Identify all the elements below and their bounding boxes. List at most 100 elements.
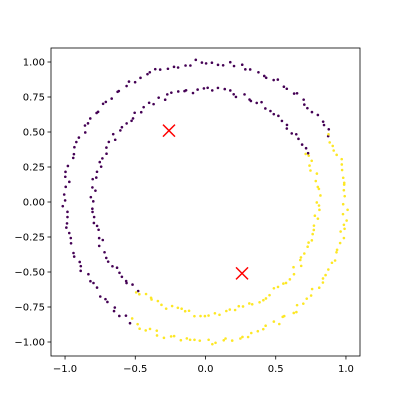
scatter-point (125, 281, 128, 285)
scatter-point (327, 132, 330, 136)
scatter-point (133, 80, 137, 84)
scatter-point (316, 217, 320, 220)
scatter-point (309, 169, 312, 172)
y-tick-label: 0.75 (23, 93, 45, 104)
scatter-point (341, 202, 345, 206)
scatter-point (229, 89, 232, 92)
scatter-point (206, 86, 209, 90)
scatter-point (290, 132, 294, 135)
scatter-point (68, 180, 71, 184)
scatter-point (91, 207, 94, 210)
scatter-point (148, 327, 152, 331)
scatter-point (131, 117, 135, 120)
scatter-point (237, 304, 241, 308)
scatter-point (142, 105, 145, 109)
scatter-point (120, 275, 124, 279)
scatter-point (346, 208, 349, 212)
scatter-point (216, 63, 220, 67)
scatter-point (310, 287, 314, 291)
scatter-point (306, 245, 309, 248)
scatter-point (124, 314, 128, 317)
scatter-point (299, 256, 303, 259)
scatter-point (213, 311, 217, 315)
scatter-point (285, 87, 289, 91)
x-tick-label: −0.5 (123, 364, 147, 375)
scatter-point (104, 100, 108, 104)
scatter-point (317, 204, 321, 207)
scatter-point (211, 342, 214, 346)
scatter-point (264, 107, 267, 110)
scatter-point (335, 248, 339, 252)
scatter-point (158, 68, 162, 71)
scatter-point (239, 337, 242, 340)
scatter-point (180, 307, 183, 311)
scatter-point (317, 286, 321, 290)
scatter-point (282, 282, 285, 285)
scatter-point (170, 91, 173, 94)
x-tick-label: 0.5 (268, 364, 284, 375)
scatter-point (298, 258, 302, 262)
scatter-point (69, 242, 73, 245)
scatter-point (67, 231, 71, 235)
scatter-point (198, 339, 202, 342)
scatter-point (148, 70, 152, 74)
scatter-point (315, 172, 319, 175)
scatter-point (328, 141, 331, 144)
y-tick-label: −0.50 (14, 268, 45, 279)
y-tick-label: 0.25 (23, 163, 45, 174)
scatter-point (223, 87, 227, 91)
scatter-point (207, 338, 210, 342)
scatter-point (118, 271, 121, 275)
scatter-point (157, 96, 160, 99)
scatter-point (207, 314, 210, 317)
scatter-point (119, 129, 122, 132)
scatter-point (246, 335, 250, 339)
scatter-point (313, 214, 317, 217)
scatter-point (176, 90, 180, 93)
scatter-point (280, 119, 284, 123)
scatter-point (144, 329, 147, 332)
y-tick-label: −0.75 (14, 303, 45, 314)
scatter-point (73, 145, 76, 149)
centroid-x-marker (162, 124, 176, 138)
scatter-point (295, 303, 299, 307)
scatter-point (340, 163, 344, 166)
scatter-point (111, 264, 114, 268)
scatter-point (316, 113, 320, 117)
scatter-point (241, 335, 244, 339)
scatter-point (233, 308, 237, 312)
scatter-point (136, 289, 140, 293)
scatter-point (292, 272, 296, 276)
scatter-point (105, 152, 108, 155)
scatter-point (224, 337, 227, 340)
scatter-point (241, 305, 245, 308)
scatter-point (170, 304, 174, 308)
scatter-point (342, 181, 346, 185)
scatter-point (312, 228, 316, 232)
x-tick-label: −1.0 (53, 364, 77, 375)
scatter-point (138, 292, 141, 296)
scatter-point (89, 279, 92, 283)
scatter-point (309, 294, 313, 297)
scatter-point (310, 159, 314, 163)
scatter-point (292, 92, 296, 95)
scatter-point (285, 123, 289, 127)
scatter-point (166, 67, 170, 71)
scatter-point (130, 119, 133, 123)
scatter-point (97, 228, 100, 232)
scatter-point (282, 314, 286, 318)
scatter-point (232, 92, 235, 96)
scatter-point (91, 186, 94, 189)
scatter-point (299, 264, 303, 268)
scatter-point (285, 127, 289, 130)
scatter-point (66, 215, 69, 219)
scatter-point (116, 90, 119, 94)
scatter-point (214, 341, 217, 345)
scatter-point (125, 122, 128, 125)
scatter-point (147, 101, 151, 105)
y-tick-label: −0.25 (14, 233, 45, 244)
scatter-point (64, 185, 68, 189)
scatter-point (112, 309, 116, 313)
scatter-point (202, 87, 206, 90)
